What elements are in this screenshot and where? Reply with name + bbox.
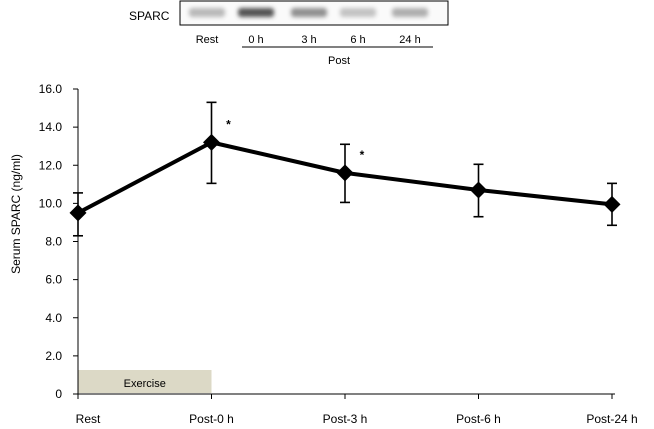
x-ticks: Rest Post-0 h Post-3 h Post-6 h Post-24 h <box>76 394 638 426</box>
y-tick-label: 4.0 <box>45 311 62 325</box>
data-point <box>203 133 220 151</box>
blot-protein-label: SPARC <box>129 9 170 23</box>
significance-asterisk: * <box>360 148 365 162</box>
significance-asterisk: * <box>226 117 231 131</box>
y-axis-label: Serum SPARC (ng/ml) <box>9 154 23 274</box>
blot-bands <box>189 8 428 17</box>
x-tick-label: Post-24 h <box>586 412 637 426</box>
blot-lane-3h: 3 h <box>301 34 316 46</box>
blot-band <box>291 8 327 17</box>
y-tick-label: 14.0 <box>39 120 63 134</box>
x-tick-label: Rest <box>76 412 101 426</box>
x-tick-label: Post-6 h <box>456 412 501 426</box>
x-tick-label: Post-0 h <box>189 412 234 426</box>
blot-lane-6h: 6 h <box>350 34 365 46</box>
data-point <box>603 195 621 213</box>
y-tick-label: 6.0 <box>45 273 62 287</box>
y-ticks: 0 2.0 4.0 6.0 8.0 10.0 12.0 14.0 16.0 <box>39 82 78 401</box>
blot-band <box>340 8 376 17</box>
y-tick-label: 0 <box>55 387 62 401</box>
data-point <box>69 204 87 222</box>
exercise-label: Exercise <box>124 378 166 390</box>
y-tick-label: 8.0 <box>45 235 62 249</box>
y-tick-label: 10.0 <box>39 196 63 210</box>
data-markers <box>69 133 621 222</box>
blot-lane-24h: 24 h <box>399 34 420 46</box>
western-blot-panel: SPARC Rest 0 h 3 h 6 h 24 h Post <box>129 0 449 67</box>
blot-lane-0h: 0 h <box>248 34 263 46</box>
data-point <box>470 181 487 199</box>
x-tick-label: Post-3 h <box>323 412 368 426</box>
blot-band <box>392 8 428 17</box>
data-point <box>336 164 354 182</box>
blot-band <box>189 8 225 17</box>
y-tick-label: 12.0 <box>39 158 63 172</box>
significance-marks: ** <box>226 117 365 162</box>
blot-post-label: Post <box>328 55 350 67</box>
blot-lane-rest: Rest <box>196 34 219 46</box>
blot-band <box>238 8 274 17</box>
y-tick-label: 2.0 <box>45 349 62 363</box>
y-tick-label: 16.0 <box>39 82 63 96</box>
exercise-period-bar <box>78 370 212 393</box>
